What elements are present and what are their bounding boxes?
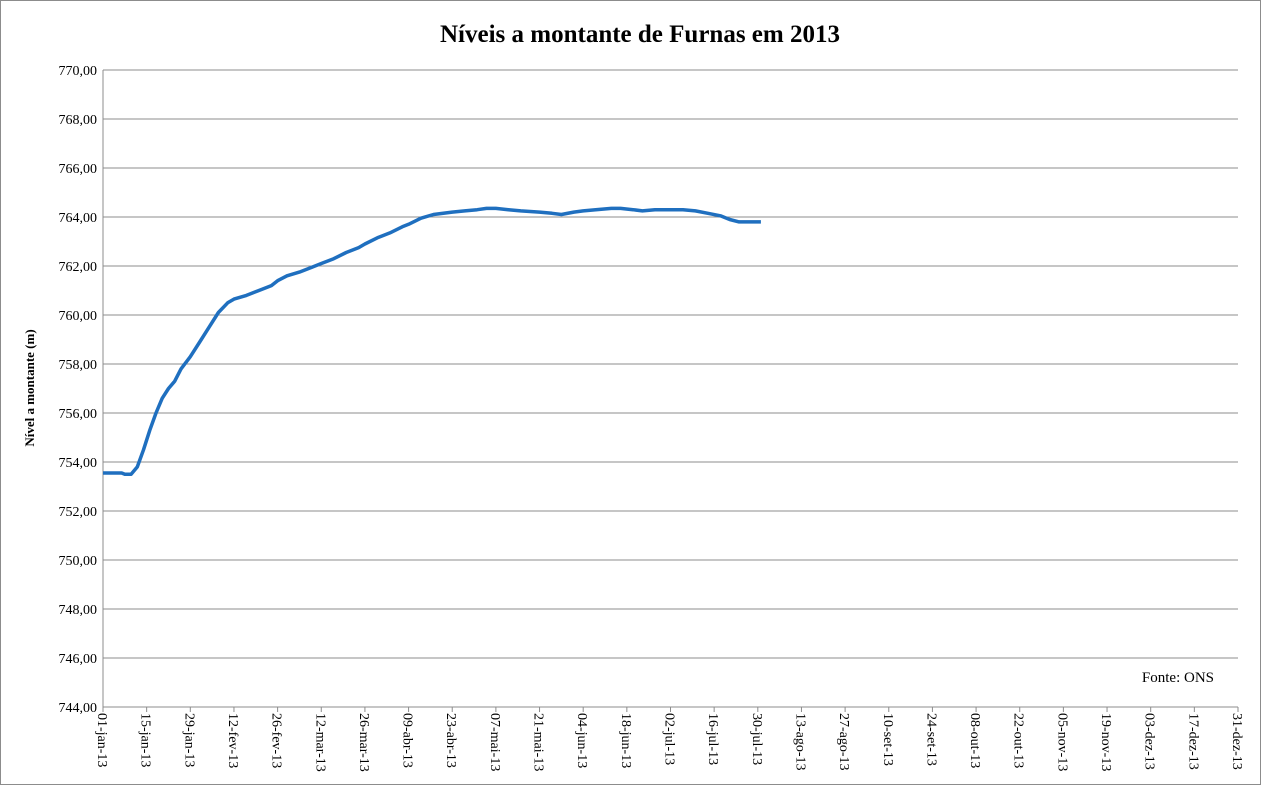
x-tick-label: 02-jul-13: [662, 713, 677, 765]
x-tick-label: 19-nov-13: [1098, 713, 1113, 771]
y-axis-label: Nível a montante (m): [22, 329, 37, 446]
chart-title: Níveis a montante de Furnas em 2013: [440, 21, 840, 48]
x-tick-label: 23-abr-13: [443, 713, 458, 768]
y-tick-label: 746,00: [59, 652, 98, 667]
x-tick-label: 21-mai-13: [531, 713, 546, 771]
x-tick-label: 08-out-13: [967, 713, 982, 768]
y-tick-label: 762,00: [59, 260, 98, 275]
x-tick-label: 30-jul-13: [749, 713, 764, 765]
x-tick-label: 01-jan-13: [94, 713, 109, 767]
y-tick-label: 766,00: [59, 162, 98, 177]
y-tick-label: 750,00: [59, 554, 98, 569]
x-tick-label: 24-set-13: [923, 713, 938, 766]
annotation: Fonte: ONS: [1142, 670, 1214, 686]
x-tick-label: 12-mar-13: [312, 713, 327, 772]
x-tick-label: 26-fev-13: [269, 713, 284, 768]
y-tick-label: 760,00: [59, 309, 98, 324]
y-tick-label: 748,00: [59, 603, 98, 618]
x-tick-label: 26-mar-13: [356, 713, 371, 772]
x-tick-label: 12-fev-13: [225, 713, 240, 768]
x-tick-label: 17-dez-13: [1185, 713, 1200, 770]
x-tick-label: 13-ago-13: [792, 713, 807, 771]
y-tick-label: 754,00: [59, 456, 98, 471]
x-tick-label: 07-mai-13: [487, 713, 502, 771]
y-tick-label: 764,00: [59, 211, 98, 226]
y-tick-label: 770,00: [59, 64, 98, 79]
y-tick-label: 756,00: [59, 407, 98, 422]
x-tick-label: 10-set-13: [880, 713, 895, 766]
y-tick-label: 758,00: [59, 358, 98, 373]
x-tick-label: 03-dez-13: [1142, 713, 1157, 770]
x-tick-label: 15-jan-13: [138, 713, 153, 767]
y-tick-label: 752,00: [59, 505, 98, 520]
x-tick-label: 04-jun-13: [574, 713, 589, 768]
x-tick-label: 22-out-13: [1011, 713, 1026, 768]
x-tick-label: 16-jul-13: [705, 713, 720, 765]
x-tick-label: 29-jan-13: [181, 713, 196, 767]
data-line: [103, 206, 761, 477]
y-tick-label: 744,00: [59, 701, 98, 716]
x-tick-label: 27-ago-13: [836, 713, 851, 771]
x-tick-label: 31-dez-13: [1229, 713, 1244, 770]
x-tick-label: 05-nov-13: [1054, 713, 1069, 771]
x-tick-label: 09-abr-13: [400, 713, 415, 768]
y-tick-label: 768,00: [59, 113, 98, 128]
x-tick-label: 18-jun-13: [618, 713, 633, 768]
